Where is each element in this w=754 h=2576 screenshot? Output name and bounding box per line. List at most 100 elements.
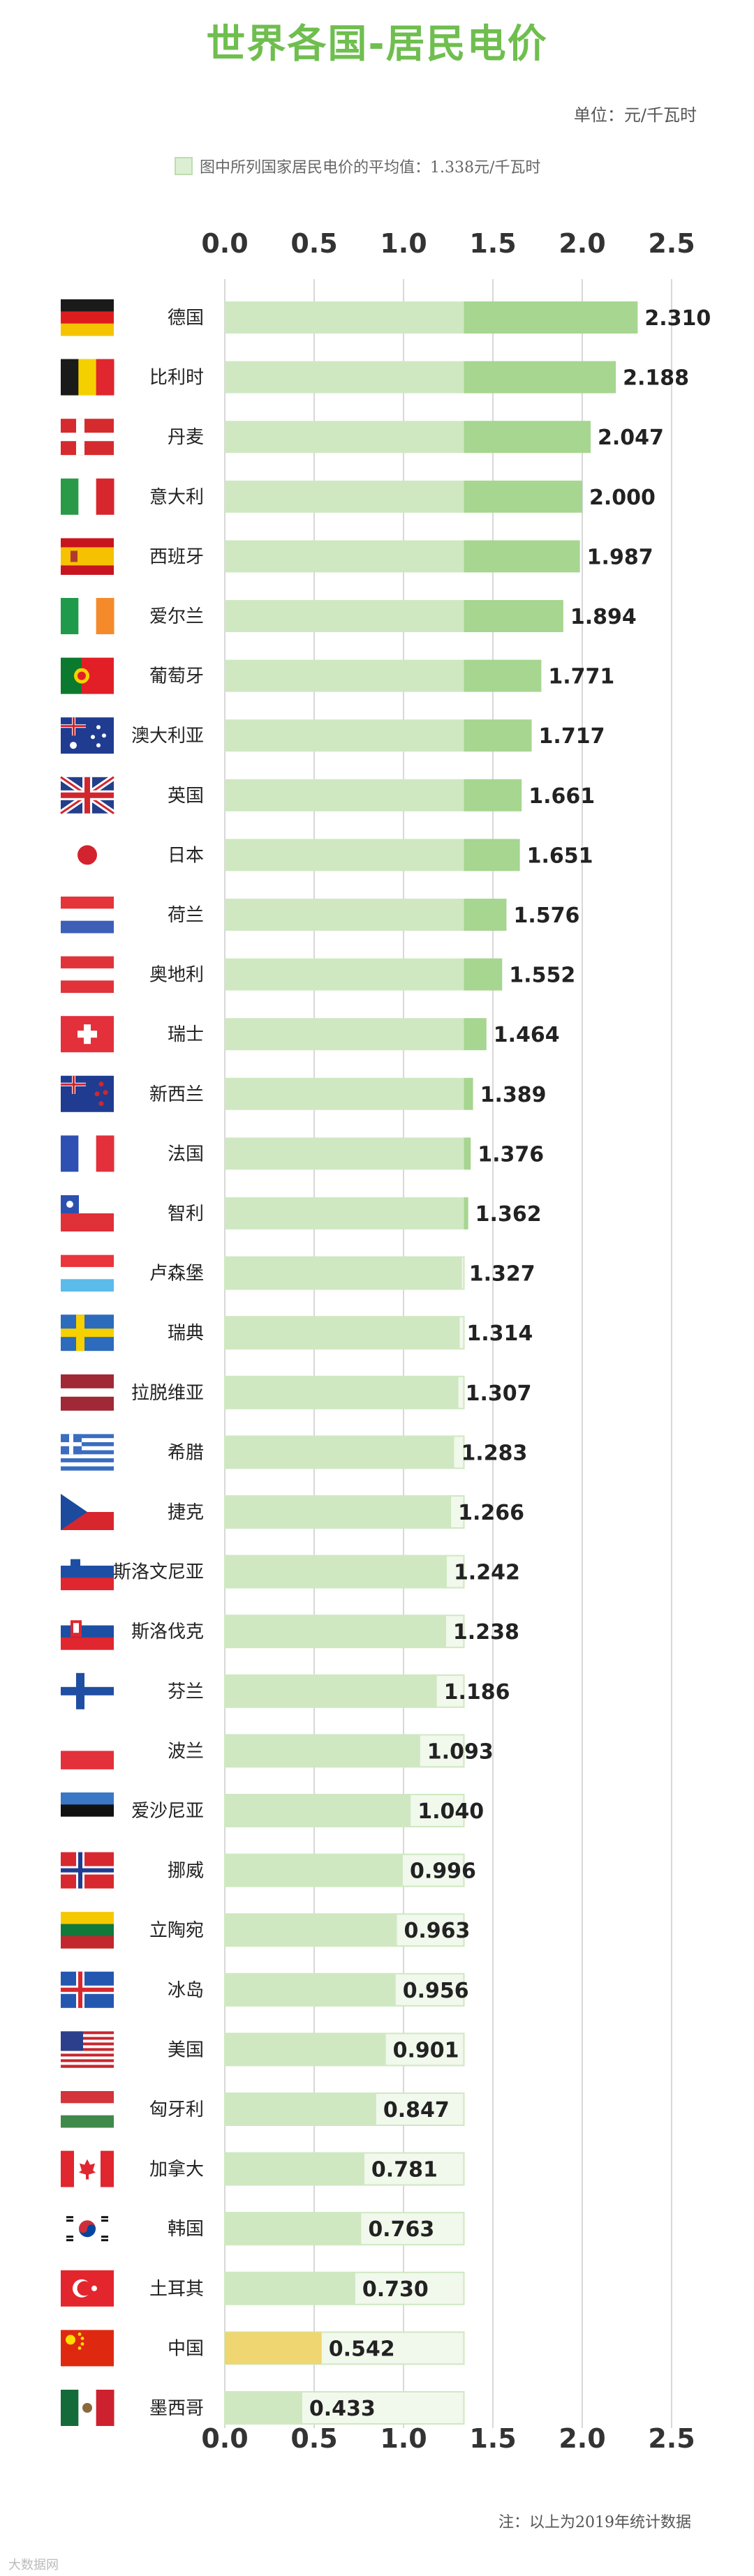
bar [225, 1675, 437, 1707]
legend-swatch [175, 157, 193, 175]
country-label: 芬兰 [168, 1682, 204, 1702]
legend: 图中所列国家居民电价的平均值：1.338元/千瓦时 [175, 155, 540, 177]
bar-base-segment [225, 958, 464, 991]
value-label: 2.188 [623, 366, 689, 391]
uk-flag-icon [59, 774, 116, 816]
x-tick-label-bottom: 0.5 [290, 2423, 337, 2454]
value-label: 1.040 [417, 1799, 484, 1824]
value-label: 1.987 [587, 545, 653, 569]
bar-base-segment [225, 1197, 464, 1229]
new-zealand-flag-icon [61, 1075, 114, 1112]
bar-above-average-segment [464, 301, 638, 334]
value-label: 1.464 [494, 1023, 560, 1047]
bar [225, 1376, 459, 1409]
bar [225, 2392, 302, 2424]
bar-above-average-segment [464, 899, 507, 931]
country-label: 智利 [168, 1204, 204, 1225]
bar-china [225, 2332, 322, 2365]
value-label: 0.730 [362, 2277, 429, 2302]
slovakia-flag-icon [61, 1613, 114, 1650]
bar-base-segment [225, 480, 464, 513]
bar [225, 2212, 362, 2245]
value-label: 0.963 [404, 1919, 471, 1943]
bar-base-segment [225, 839, 464, 871]
country-label: 挪威 [168, 1861, 204, 1882]
bar-above-average-segment [464, 361, 616, 394]
bar-base-segment [225, 301, 464, 334]
value-label: 1.314 [466, 1321, 533, 1346]
value-label: 0.901 [393, 2038, 459, 2062]
country-label: 斯洛伐克 [131, 1622, 204, 1642]
unit-label: 单位：元/千瓦时 [573, 105, 697, 125]
value-label: 1.283 [461, 1441, 527, 1465]
value-label: 1.327 [469, 1262, 535, 1287]
usa-flag-icon [61, 2031, 114, 2068]
watermark: 大数据网 [8, 2558, 59, 2573]
luxembourg-flag-icon [61, 1255, 114, 1292]
norway-flag-icon [61, 1852, 114, 1889]
bar [225, 1914, 397, 1947]
canada-flag-icon [61, 2150, 114, 2187]
country-label: 美国 [168, 2039, 204, 2060]
greece-flag-icon [61, 1434, 114, 1471]
value-label: 1.376 [478, 1142, 544, 1167]
bar-base-segment [225, 421, 464, 454]
country-label: 荷兰 [168, 905, 204, 926]
value-label: 1.576 [513, 904, 579, 928]
latvia-flag-icon [61, 1374, 114, 1411]
value-label: 1.894 [570, 605, 637, 629]
bar-above-average-segment [464, 480, 582, 513]
x-tick-label-bottom: 1.0 [380, 2423, 427, 2454]
value-label: 1.266 [458, 1501, 524, 1525]
country-label: 匈牙利 [149, 2099, 204, 2120]
austria-flag-icon [61, 956, 114, 994]
bar-above-average-segment [464, 421, 591, 454]
country-label: 中国 [168, 2338, 204, 2359]
legend-text: 图中所列国家居民电价的平均值：1.338元/千瓦时 [200, 159, 541, 177]
x-tick-label-top: 1.5 [469, 228, 516, 259]
value-label: 1.093 [427, 1739, 494, 1764]
turkey-flag-icon [61, 2270, 114, 2307]
estonia-flag-icon [61, 1792, 114, 1829]
country-label: 韩国 [168, 2219, 204, 2240]
mexico-flag-icon [61, 2390, 114, 2426]
value-label: 1.661 [528, 784, 595, 809]
bar-base-segment [225, 600, 464, 632]
country-label: 墨西哥 [149, 2398, 204, 2419]
value-label: 1.389 [480, 1083, 547, 1107]
iceland-flag-icon [61, 1971, 114, 2008]
country-label: 瑞典 [168, 1323, 204, 1344]
bar-base-segment [225, 719, 464, 752]
portugal-flag-icon [61, 657, 114, 694]
bar [225, 2152, 364, 2185]
value-label: 1.771 [548, 665, 614, 689]
czech-flag-icon [61, 1494, 114, 1530]
country-label: 瑞士 [168, 1024, 204, 1045]
value-label: 0.433 [309, 2397, 376, 2421]
country-label: 新西兰 [149, 1084, 204, 1105]
bar [225, 1257, 462, 1289]
france-flag-icon [61, 1135, 114, 1172]
bar [225, 1795, 411, 1827]
switzerland-flag-icon [61, 1016, 114, 1053]
bar [225, 2093, 376, 2125]
value-label: 1.651 [527, 844, 593, 868]
bar-above-average-segment [464, 719, 532, 752]
germany-flag-icon [61, 299, 114, 336]
country-label: 加拿大 [149, 2159, 204, 2180]
x-tick-label-top: 1.0 [380, 228, 427, 259]
x-tick-label-top: 0.0 [201, 228, 248, 259]
country-label: 土耳其 [149, 2279, 204, 2300]
bar-base-segment [225, 659, 464, 692]
spain-flag-icon [61, 538, 114, 575]
x-tick-label-top: 2.0 [559, 228, 605, 259]
china-flag-icon [61, 2330, 114, 2367]
bar [225, 1555, 447, 1588]
bar [225, 1854, 403, 1887]
country-label: 丹麦 [168, 427, 204, 448]
value-label: 0.542 [329, 2337, 395, 2361]
bar [225, 1436, 454, 1469]
ireland-flag-icon [61, 598, 114, 634]
value-label: 0.996 [410, 1859, 476, 1884]
